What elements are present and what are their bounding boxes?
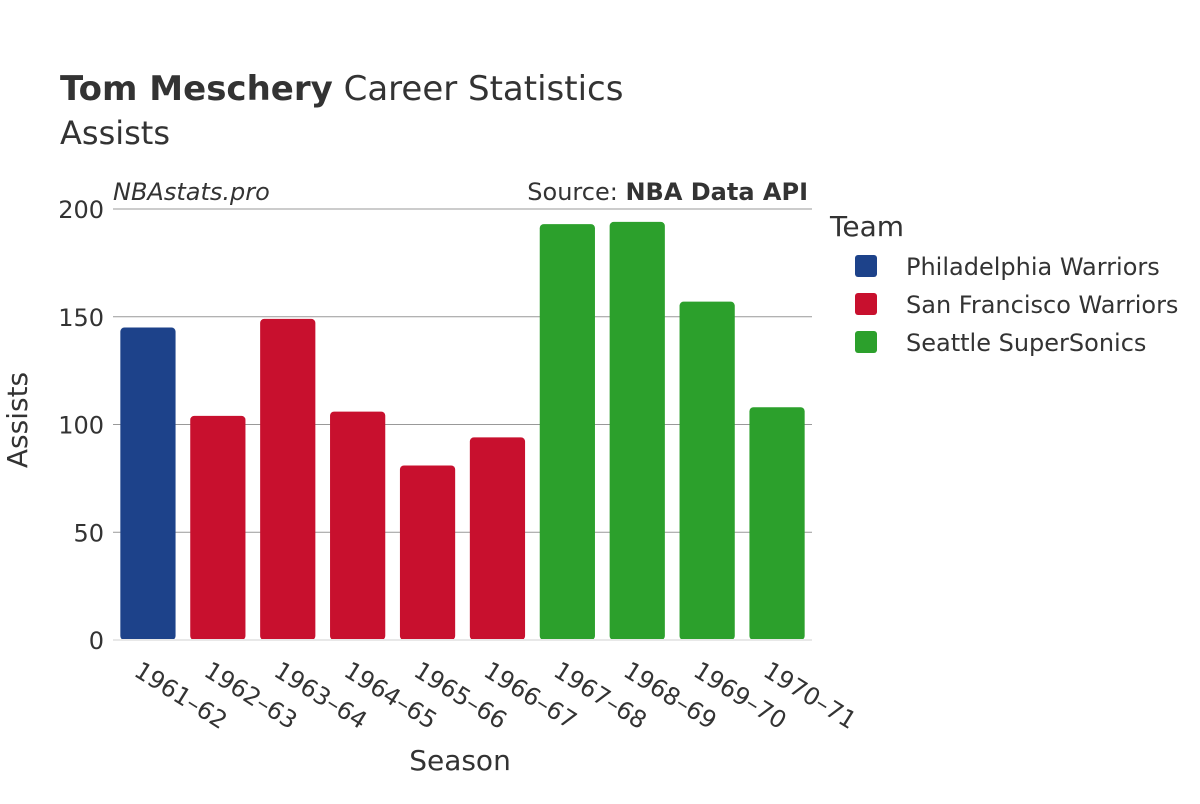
y-axis-ticks: 0 50 100 150 200 xyxy=(58,196,104,655)
legend: Philadelphia Warriors San Francisco Warri… xyxy=(855,253,1178,357)
bar xyxy=(120,327,176,640)
legend-swatch xyxy=(855,293,877,315)
bar xyxy=(330,411,386,640)
source-prefix: Source: xyxy=(527,178,625,206)
bar xyxy=(469,437,526,640)
x-axis-ticks: 1961–621962–631963–641964–651965–661966–… xyxy=(129,656,861,735)
chart-title: Tom Meschery Career Statistics xyxy=(60,69,623,109)
chart-subtitle: Assists xyxy=(60,114,170,152)
y-tick-label: 0 xyxy=(89,627,104,655)
chart-title-bold: Tom Meschery xyxy=(60,69,333,109)
y-tick-label: 200 xyxy=(58,196,104,224)
bar xyxy=(749,407,805,640)
bar xyxy=(609,221,665,640)
legend-swatch xyxy=(855,255,877,277)
bar xyxy=(539,224,595,640)
legend-title: Team xyxy=(829,210,904,243)
y-axis-label: Assists xyxy=(1,372,34,468)
legend-label: San Francisco Warriors xyxy=(906,291,1178,319)
y-tick-label: 50 xyxy=(73,519,104,547)
bar xyxy=(260,318,316,640)
legend-swatch xyxy=(855,331,877,353)
bar xyxy=(399,465,456,640)
bar xyxy=(190,415,246,640)
bar-layer xyxy=(113,221,812,641)
source-label: Source: NBA Data API xyxy=(527,178,808,206)
y-tick-label: 100 xyxy=(58,412,104,440)
legend-label: Seattle SuperSonics xyxy=(906,329,1146,357)
chart-title-rest: Career Statistics xyxy=(333,69,624,109)
y-tick-label: 150 xyxy=(58,304,104,332)
bar xyxy=(679,301,735,640)
x-axis-label: Season xyxy=(409,744,511,777)
watermark: NBAstats.pro xyxy=(113,178,270,206)
legend-label: Philadelphia Warriors xyxy=(906,253,1160,281)
source-name: NBA Data API xyxy=(625,178,808,206)
